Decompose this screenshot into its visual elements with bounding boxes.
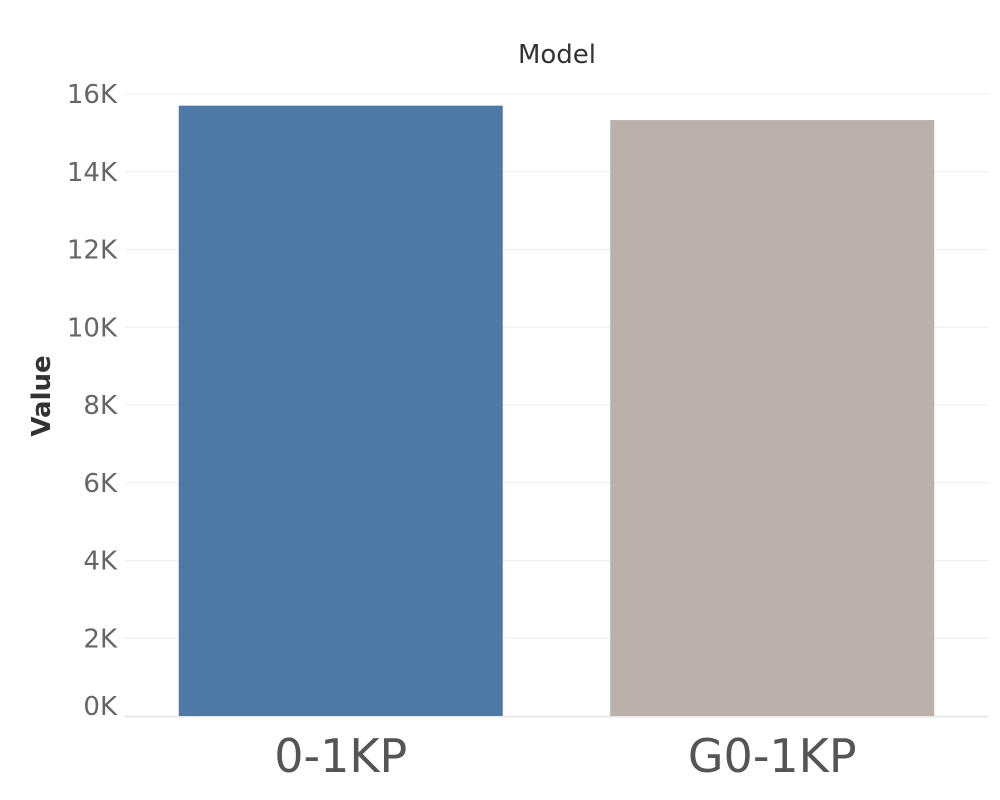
y-tick-label: 4K	[83, 547, 118, 577]
y-axis-ticks: 0K 2K 4K 6K 8K 10K 12K 14K 16K	[67, 80, 118, 722]
y-tick-label: 14K	[67, 158, 118, 188]
y-tick-label: 16K	[67, 80, 118, 110]
y-tick-label: 2K	[83, 624, 118, 654]
y-axis-title: Value	[27, 355, 57, 436]
y-tick-label: 10K	[67, 313, 118, 343]
y-tick-label: 6K	[83, 469, 118, 499]
bar-g0-1kp	[610, 120, 935, 716]
y-tick-label: 8K	[83, 391, 118, 421]
chart-title: Model	[518, 40, 596, 70]
bar-0-1kp	[178, 105, 503, 717]
x-category-label: G0-1KP	[688, 729, 857, 783]
y-tick-label: 12K	[67, 236, 118, 266]
y-tick-label: 0K	[83, 692, 118, 722]
x-axis-labels: 0-1KP G0-1KP	[274, 729, 856, 783]
x-category-label: 0-1KP	[274, 729, 407, 783]
bars	[178, 105, 935, 717]
